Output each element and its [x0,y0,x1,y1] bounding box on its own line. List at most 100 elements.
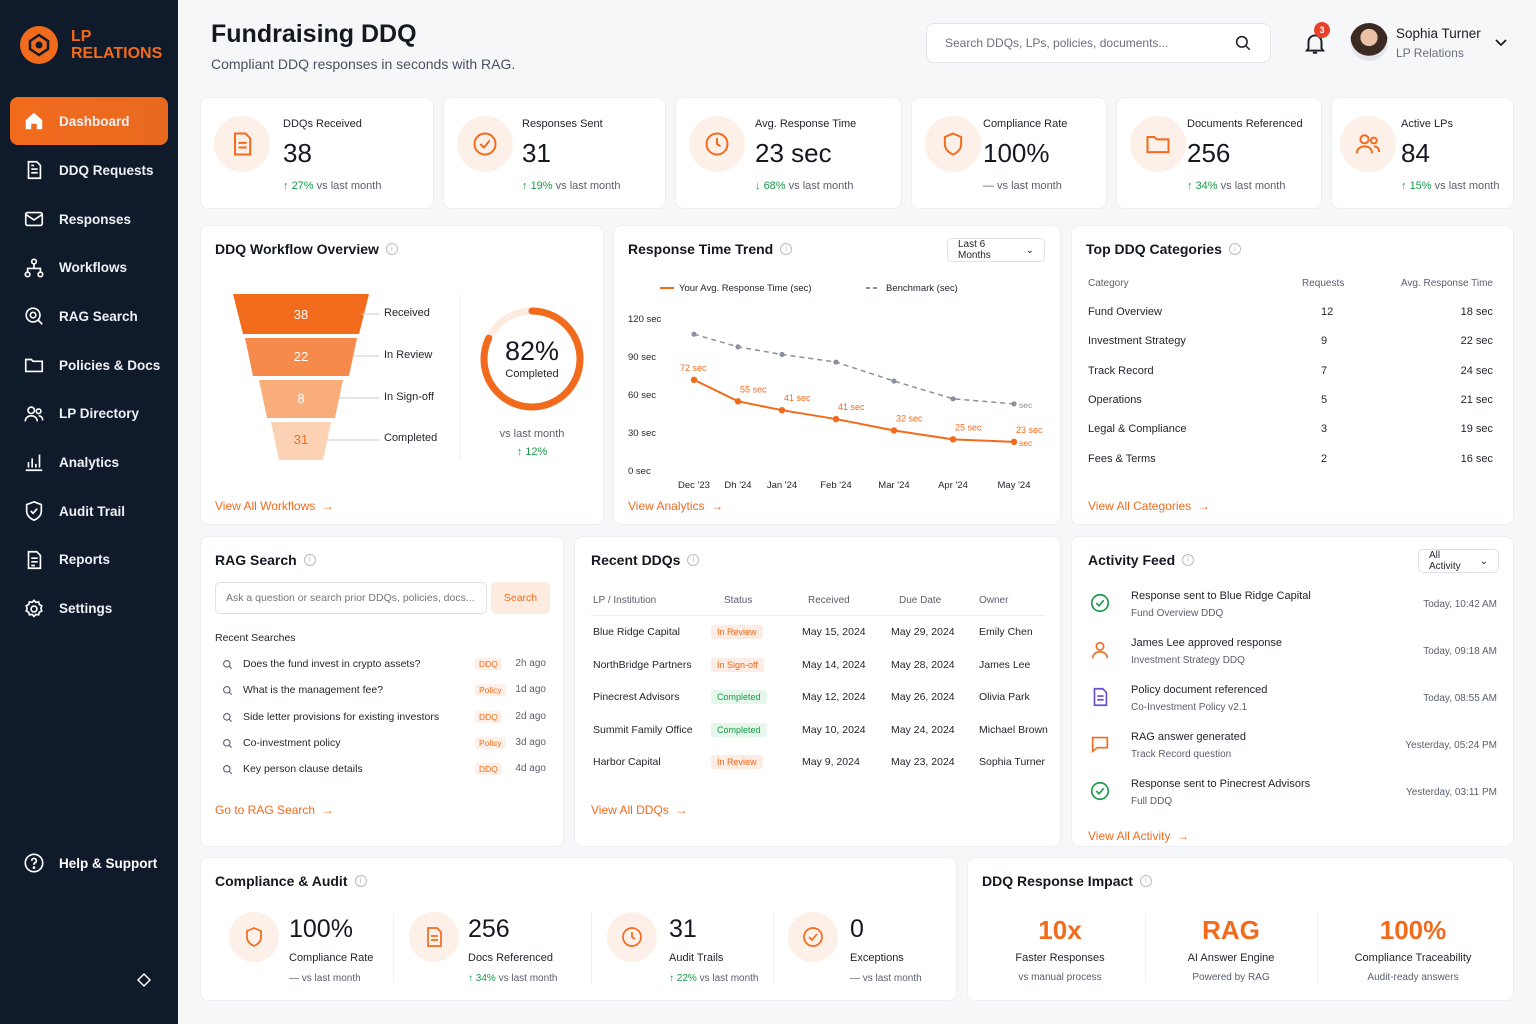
help-support-link[interactable]: Help & Support [23,852,157,874]
category-name[interactable]: Legal & Compliance [1088,423,1187,436]
stat-card-compliance-rate[interactable]: Compliance Rate 100% — vs last month [911,97,1107,209]
funnel-stage-in-review[interactable] [245,338,357,376]
funnel-stage-in-signoff[interactable] [259,380,343,418]
info-icon[interactable]: i [687,554,700,566]
view-all-categories-link[interactable]: View All Categories → [1088,499,1210,513]
info-icon[interactable]: i [1228,243,1241,255]
brand-logo[interactable]: LP RELATIONS [20,26,162,64]
view-analytics-link[interactable]: View Analytics → [628,499,724,513]
rag-search-button[interactable]: Search [491,582,550,614]
status-badge: In Review [711,625,763,639]
stat-card-active-lps[interactable]: Active LPs 84 ↑ 15% vs last month [1331,97,1514,209]
funnel-stage-received[interactable] [233,294,369,334]
stat-card-avg-response-time[interactable]: Avg. Response Time 23 sec ↓ 68% vs last … [675,97,902,209]
data-point-response[interactable] [690,376,698,383]
data-point-benchmark[interactable] [779,351,785,358]
sidebar-item-responses[interactable]: Responses [10,195,168,244]
info-icon[interactable]: i [1139,875,1152,887]
card-title: DDQ Response Impact i [982,873,1152,889]
category-name[interactable]: Operations [1088,393,1142,406]
data-point-response[interactable] [832,415,840,423]
search-icon[interactable] [1234,34,1252,52]
activity-title[interactable]: Policy document referenced [1131,684,1268,696]
category-avg-time: 24 sec [1460,364,1493,377]
sidebar-item-lp-directory[interactable]: LP Directory [10,389,168,438]
ddq-lp-name[interactable]: NorthBridge Partners [593,658,692,671]
activity-title[interactable]: Response sent to Blue Ridge Capital [1131,590,1311,602]
avatar[interactable] [1350,23,1388,61]
stat-card-responses-sent[interactable]: Responses Sent 31 ↑ 19% vs last month [443,97,666,209]
data-point-benchmark[interactable] [833,359,839,365]
status-badge: Completed [711,690,767,705]
activity-title[interactable]: James Lee approved response [1131,637,1283,649]
notification-badge: 3 [1314,22,1330,38]
sidebar-item-policies[interactable]: Policies & Docs [10,341,168,390]
go-to-rag-search-link[interactable]: Go to RAG Search → [215,803,334,817]
recent-search-query[interactable]: Co-investment policy [243,736,341,749]
ddq-due-date: May 29, 2024 [891,626,955,638]
column-header-owner: Owner [979,595,1009,606]
view-all-activity-link[interactable]: View All Activity → [1088,829,1190,843]
sidebar-item-ddq-requests[interactable]: DDQ Requests [10,146,168,195]
activity-filter-dropdown[interactable]: All Activity ⌄ [1418,549,1499,573]
sidebar-item-audit-trail[interactable]: Audit Trail [10,487,168,536]
ddq-lp-name[interactable]: Harbor Capital [593,756,661,769]
sidebar-item-workflows[interactable]: Workflows [10,243,168,292]
funnel-stage-completed[interactable] [271,422,331,460]
sidebar-item-rag-search[interactable]: RAG Search [10,292,168,341]
ddq-lp-name[interactable]: Summit Family Office [593,723,693,736]
category-avg-time: 18 sec [1460,306,1493,318]
category-avg-time: 16 sec [1460,452,1493,465]
recent-search-query[interactable]: What is the management fee? [243,684,384,697]
info-icon[interactable]: i [780,243,793,255]
impact-sub: Powered by RAG [1192,972,1270,983]
info-icon[interactable]: i [354,875,367,887]
stat-change: ↓ 68% vs last month [755,180,854,192]
view-all-workflows-link[interactable]: View All Workflows → [215,499,334,513]
sidebar-item-analytics[interactable]: Analytics [10,438,168,487]
sidebar-item-reports[interactable]: Reports [10,536,168,585]
category-name[interactable]: Track Record [1088,364,1154,377]
data-point-benchmark[interactable] [735,344,741,350]
data-point-benchmark[interactable] [1011,401,1017,407]
compliance-value: 31 [669,915,697,943]
data-point-benchmark[interactable] [891,378,897,384]
data-point-response[interactable] [1010,438,1018,446]
data-point-response[interactable] [778,407,786,414]
recent-search-query[interactable]: Key person clause details [243,763,363,776]
activity-title[interactable]: RAG answer generated [1131,731,1246,743]
sidebar-item-dashboard[interactable]: Dashboard [10,97,168,145]
stat-card-ddqs-received[interactable]: DDQs Received 38 ↑ 27% vs last month [200,97,434,209]
data-point-benchmark[interactable] [950,396,956,402]
data-point-response[interactable] [890,427,898,434]
compliance-label: Audit Trails [669,952,724,964]
sidebar-item-settings[interactable]: Settings [10,584,168,633]
stat-card-documents-referenced[interactable]: Documents Referenced 256 ↑ 34% vs last m… [1116,97,1322,209]
data-point-response[interactable] [949,436,957,443]
activity-title[interactable]: Response sent to Pinecrest Advisors [1131,778,1311,790]
stat-change: ↑ 15% vs last month [1401,180,1500,192]
recent-search-query[interactable]: Side letter provisions for existing inve… [243,710,440,723]
recent-search-tag: Policy [475,736,506,749]
chevron-down-icon[interactable] [1494,37,1508,49]
stat-value: 84 [1401,138,1430,168]
compliance-value: 0 [850,915,864,943]
ddq-lp-name[interactable]: Pinecrest Advisors [593,691,680,704]
category-name[interactable]: Fees & Terms [1088,452,1156,465]
view-all-ddqs-link[interactable]: View All DDQs → [591,803,688,817]
recent-search-query[interactable]: Does the fund invest in crypto assets? [243,658,421,670]
info-icon[interactable]: i [385,243,398,255]
range-dropdown[interactable]: Last 6 Months ⌄ [947,238,1045,262]
data-point-response[interactable] [734,398,742,405]
info-icon[interactable]: i [1182,554,1195,566]
card-title: Response Time Trend i [628,241,793,257]
search-input[interactable] [945,36,1234,50]
compliance-change: — vs last month [850,973,922,984]
data-point-benchmark[interactable] [691,331,697,337]
info-icon[interactable]: i [303,554,316,566]
collapse-sidebar-icon[interactable] [136,972,152,988]
category-name[interactable]: Fund Overview [1088,306,1162,318]
rag-question-input[interactable] [215,582,487,614]
ddq-lp-name[interactable]: Blue Ridge Capital [593,626,680,638]
category-name[interactable]: Investment Strategy [1088,335,1186,348]
